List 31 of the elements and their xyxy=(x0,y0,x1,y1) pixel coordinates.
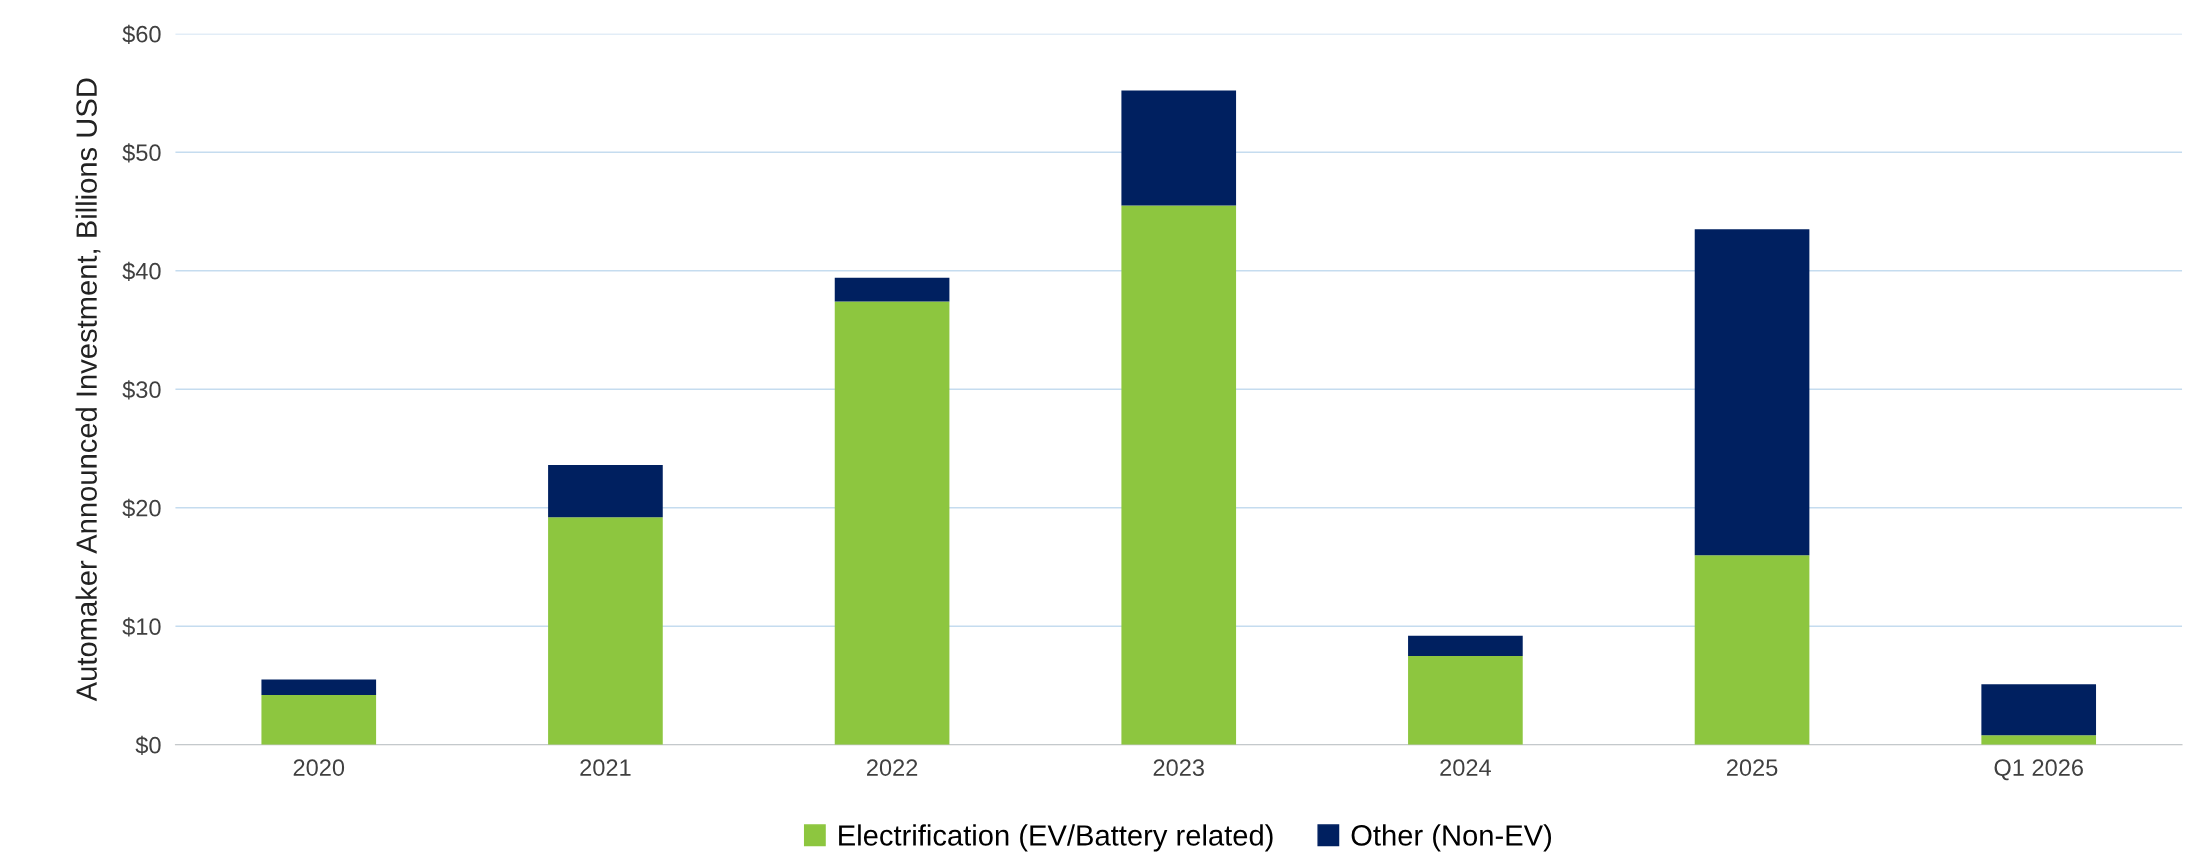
bar xyxy=(834,301,950,745)
y-tick-label: $10 xyxy=(122,617,161,637)
x-tick-label: 2023 xyxy=(1153,759,1204,776)
bar xyxy=(261,679,377,695)
y-tick-label: $40 xyxy=(122,261,161,281)
legend-label: Other (Non-EV) xyxy=(1351,824,1552,852)
bar xyxy=(834,277,950,302)
bar xyxy=(1981,684,2097,736)
x-tick-label: 2021 xyxy=(580,759,631,776)
bar xyxy=(548,517,663,745)
x-tick-label: 2020 xyxy=(293,759,345,776)
bar xyxy=(261,694,377,745)
legend-label: Electrification (EV/Battery related) xyxy=(839,824,1273,852)
bar xyxy=(1694,555,1810,745)
y-tick-label: $0 xyxy=(135,735,161,755)
x-tick-label: 2022 xyxy=(867,759,918,776)
y-axis-title: Automaker Announced Investment, Billions USD xyxy=(75,78,101,702)
bar xyxy=(548,465,663,518)
y-tick-label: $50 xyxy=(122,143,161,163)
bar xyxy=(1121,90,1237,206)
x-tick-label: 2024 xyxy=(1440,759,1491,776)
y-tick-label: $30 xyxy=(122,380,161,400)
bar xyxy=(1408,635,1523,656)
bar xyxy=(1694,229,1810,556)
y-tick-label: $20 xyxy=(122,498,161,518)
y-tick-label: $60 xyxy=(122,24,161,44)
bar xyxy=(1121,205,1237,745)
x-tick-label: Q1 2026 xyxy=(1994,759,2083,781)
bar xyxy=(1981,735,2097,745)
bar xyxy=(1408,655,1523,745)
x-tick-label: 2025 xyxy=(1726,759,1778,776)
